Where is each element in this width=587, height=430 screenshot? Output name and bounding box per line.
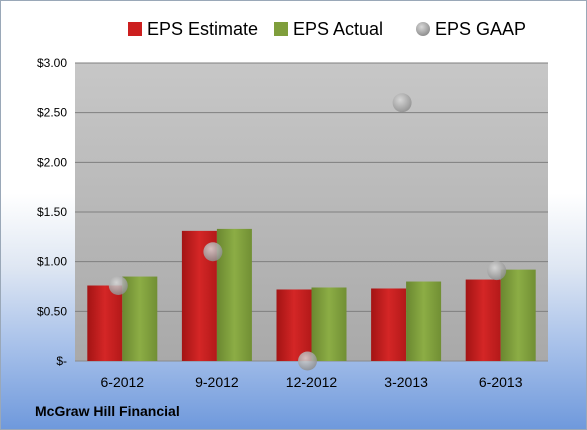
legend-label: EPS GAAP [435,19,526,39]
actual-bar [500,269,536,361]
gaap-points [108,93,507,371]
estimate-bar [276,289,312,361]
y-tick-label: $- [56,354,67,368]
x-tick-label: 3-2013 [384,374,428,390]
y-tick-label: $0.50 [37,304,67,318]
legend-label: EPS Estimate [147,19,258,39]
y-tick-label: $1.00 [37,255,67,269]
actual-bar [311,287,347,361]
y-axis: $- $0.50 $1.00 $1.50 $2.00 $2.50 $3.00 [37,56,67,368]
estimate-bar [87,285,123,361]
actual-bar [122,276,158,361]
x-tick-label: 9-2012 [195,374,239,390]
x-tick-label: 12-2012 [286,374,338,390]
estimate-bar [465,279,501,361]
y-tick-label: $2.00 [37,155,67,169]
bars [87,228,536,361]
legend-swatch-estimate [128,22,142,36]
gaap-point [108,276,128,296]
legend-swatch-gaap [416,22,430,36]
gaap-point [203,242,223,262]
gaap-point [392,93,412,113]
actual-bar [406,281,442,361]
y-tick-label: $3.00 [37,56,67,70]
legend: EPS Estimate EPS Actual EPS GAAP [128,19,526,39]
actual-bar [216,228,252,361]
gaap-point [487,261,507,281]
gaap-point [298,351,317,371]
y-tick-label: $1.50 [37,205,67,219]
y-tick-label: $2.50 [37,106,67,120]
x-tick-label: 6-2012 [101,374,145,390]
legend-label: EPS Actual [293,19,383,39]
x-tick-label: 6-2013 [479,374,523,390]
x-axis: 6-2012 9-2012 12-2012 3-2013 6-2013 [101,374,523,390]
company-label: McGraw Hill Financial [35,403,180,419]
legend-swatch-actual [274,22,288,36]
estimate-bar [371,288,407,361]
